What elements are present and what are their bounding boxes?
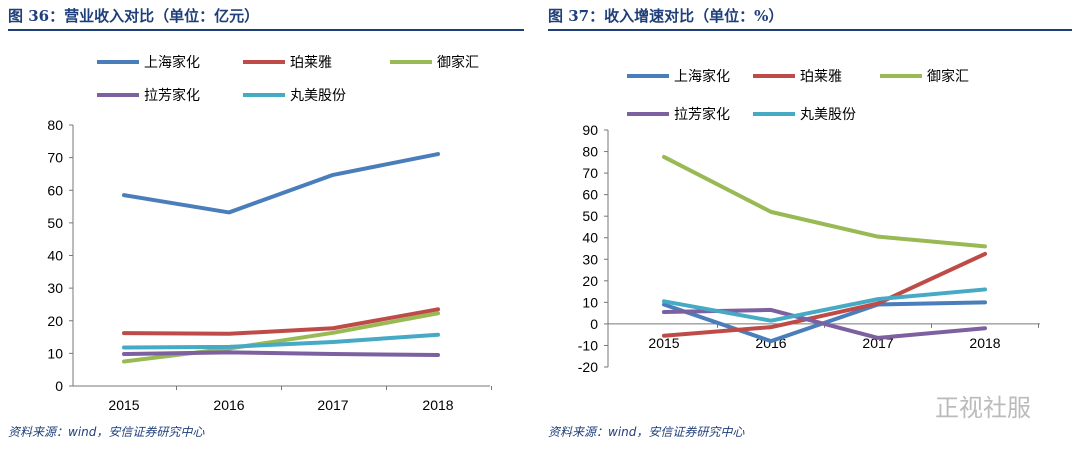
- y-tick-label: 20: [47, 313, 63, 329]
- series-line-丸美股份: [662, 287, 987, 323]
- chart-title-37: 图 37：收入增速对比（单位：%）: [548, 7, 784, 25]
- legend-label: 拉芳家化: [144, 87, 200, 103]
- legend-label: 御家汇: [927, 68, 969, 84]
- y-tick-label: 70: [47, 150, 63, 166]
- y-tick-label: 10: [582, 294, 598, 310]
- y-tick-label: 60: [47, 182, 63, 198]
- x-tick-label: 2017: [317, 397, 348, 413]
- series-line-御家汇: [662, 154, 987, 249]
- legend-label: 珀莱雅: [290, 54, 332, 70]
- y-tick-label: 80: [582, 144, 598, 160]
- legend-label: 上海家化: [144, 54, 200, 70]
- y-tick-label: 0: [55, 378, 63, 394]
- legend-label: 丸美股份: [800, 106, 856, 122]
- y-tick-label: 30: [47, 280, 63, 296]
- y-tick-label: 80: [47, 117, 63, 133]
- y-tick-label: -20: [578, 359, 598, 375]
- legend-label: 拉芳家化: [674, 106, 730, 122]
- x-tick-label: 2016: [213, 397, 244, 413]
- x-tick-label: 2018: [422, 397, 453, 413]
- title-divider: [8, 29, 524, 31]
- legend-label: 珀莱雅: [800, 68, 842, 84]
- legend-label: 御家汇: [437, 54, 479, 70]
- watermark: 正视社服: [935, 394, 1031, 422]
- y-tick-label: 10: [47, 345, 63, 361]
- y-tick-label: 0: [590, 316, 598, 332]
- x-tick-label: 2015: [108, 397, 139, 413]
- y-tick-label: 40: [47, 248, 63, 264]
- y-tick-label: 50: [582, 208, 598, 224]
- legend-label: 丸美股份: [290, 87, 346, 103]
- series-line-上海家化: [122, 152, 440, 215]
- source-note: 资料来源：wind，安信证券研究中心: [548, 425, 745, 439]
- legend-label: 上海家化: [674, 68, 730, 84]
- y-tick-label: 20: [582, 273, 598, 289]
- y-tick-label: 70: [582, 165, 598, 181]
- y-tick-label: 30: [582, 251, 598, 267]
- series-line-丸美股份: [122, 332, 440, 350]
- source-note: 资料来源：wind，安信证券研究中心: [8, 425, 205, 439]
- x-tick-label: 2018: [969, 335, 1000, 351]
- y-tick-label: -10: [578, 337, 598, 353]
- y-tick-label: 60: [582, 187, 598, 203]
- series-line-珀莱雅: [122, 307, 440, 336]
- y-tick-label: 50: [47, 215, 63, 231]
- y-tick-label: 90: [582, 122, 598, 138]
- chart-title-36: 图 36：营业收入对比（单位：亿元）: [8, 7, 260, 25]
- series-line-珀莱雅: [662, 251, 987, 338]
- title-divider: [548, 29, 1072, 31]
- x-tick-label: 2015: [648, 335, 679, 351]
- y-tick-label: 40: [582, 230, 598, 246]
- series-line-拉芳家化: [122, 350, 440, 358]
